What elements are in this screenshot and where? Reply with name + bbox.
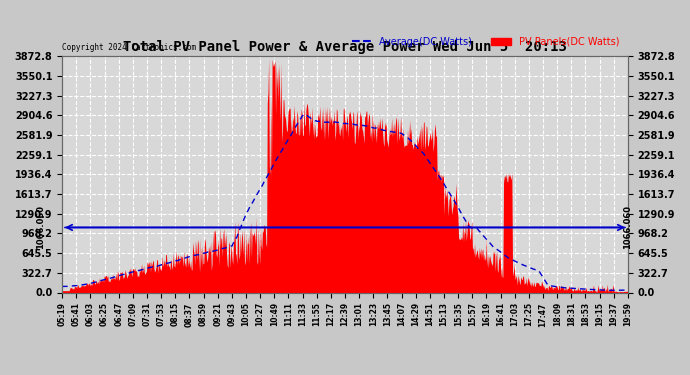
Text: Copyright 2024 Cartronics.com: Copyright 2024 Cartronics.com: [62, 42, 196, 51]
Text: 1066.060: 1066.060: [37, 206, 46, 249]
Text: 1066.060: 1066.060: [623, 206, 633, 249]
Legend: Average(DC Watts), PV Panels(DC Watts): Average(DC Watts), PV Panels(DC Watts): [348, 33, 623, 51]
Title: Total PV Panel Power & Average Power Wed Jun 5  20:13: Total PV Panel Power & Average Power Wed…: [123, 40, 567, 54]
